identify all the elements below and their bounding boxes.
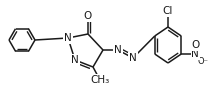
Text: Cl: Cl [163, 6, 173, 16]
Text: O⁻: O⁻ [197, 57, 208, 66]
Text: N: N [64, 33, 72, 43]
Text: O: O [84, 11, 92, 21]
Text: N: N [114, 45, 122, 55]
Text: N: N [129, 53, 137, 63]
Text: N: N [191, 49, 199, 59]
Text: N: N [71, 55, 79, 65]
Text: O: O [191, 40, 199, 50]
Text: CH₃: CH₃ [90, 75, 110, 85]
